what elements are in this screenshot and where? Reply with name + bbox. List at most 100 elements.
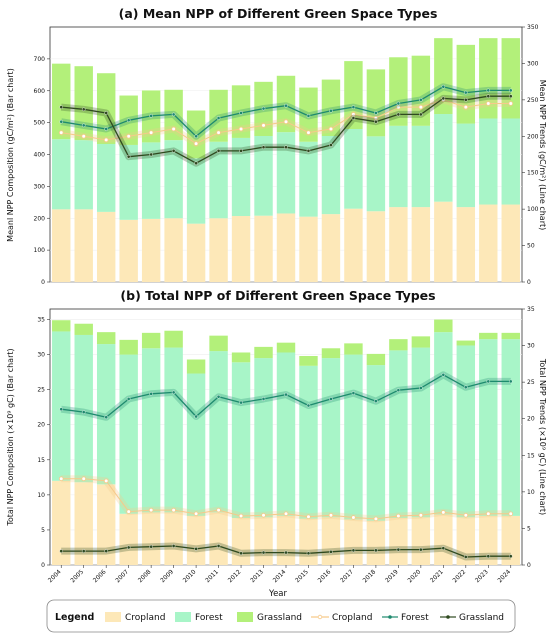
point-grassland: [239, 551, 243, 556]
bar-forest: [119, 354, 138, 514]
bar-grassland: [344, 343, 363, 355]
x-tick-label: 2020: [407, 568, 423, 584]
point-cropland: [126, 133, 131, 139]
bar-forest: [141, 142, 161, 219]
bar-forest: [74, 334, 93, 483]
point-grassland: [149, 152, 153, 157]
legend-label-cropland-line: Cropland: [332, 613, 372, 623]
bar-forest: [119, 144, 138, 220]
point-forest: [216, 394, 221, 399]
bar-grassland: [209, 335, 228, 352]
left-tick-label: 25: [37, 387, 45, 394]
point-grassland: [329, 550, 333, 554]
bar-cropland: [74, 209, 93, 282]
bar-grassland: [366, 353, 386, 366]
right-tick-label: 30: [527, 343, 535, 350]
bar-forest: [96, 143, 116, 212]
left-tick-label: 600: [34, 88, 46, 95]
right-tick-label: 50: [527, 243, 535, 250]
point-grassland: [306, 149, 311, 153]
panel-b-xlabel: Year: [268, 589, 288, 599]
point-forest: [351, 391, 356, 395]
left-tick-label: 5: [41, 527, 45, 534]
bar-cropland: [299, 216, 318, 282]
panel-a: (a) Mean NPP of Different Green Space Ty…: [6, 6, 547, 286]
point-cropland: [81, 133, 87, 139]
bar-grassland: [434, 38, 453, 115]
bar-forest: [276, 132, 296, 214]
bar-cropland: [479, 515, 498, 565]
point-forest: [239, 111, 243, 115]
point-grassland: [351, 116, 356, 120]
bar-cropland: [276, 213, 296, 282]
legend-swatch-grassland-bar: [237, 612, 253, 622]
bar-forest: [344, 129, 363, 209]
point-forest: [508, 88, 513, 93]
point-cropland: [418, 512, 424, 518]
legend-marker-grassland: [446, 615, 450, 619]
bar-grassland: [74, 66, 93, 141]
bar-grassland: [52, 320, 71, 332]
x-tick-label: 2005: [69, 568, 85, 584]
point-forest: [194, 134, 198, 139]
bar-grassland: [231, 352, 251, 363]
x-tick-label: 2011: [204, 568, 220, 584]
bar-cropland: [209, 218, 228, 282]
point-cropland: [171, 126, 176, 132]
bar-forest: [321, 136, 341, 215]
point-cropland: [193, 141, 199, 146]
x-tick-label: 2006: [92, 568, 108, 584]
bar-forest: [479, 339, 498, 516]
bar-forest: [164, 347, 183, 513]
point-grassland: [81, 107, 86, 112]
bar-grassland: [344, 61, 363, 130]
point-grassland: [194, 547, 198, 551]
bar-cropland: [501, 204, 520, 282]
panel-a-bars: [52, 38, 520, 282]
bar-cropland: [254, 517, 273, 565]
point-cropland: [283, 511, 289, 517]
point-grassland: [216, 149, 221, 153]
bar-cropland: [186, 515, 206, 565]
legend-label-forest-bar: Forest: [195, 613, 223, 623]
bar-grassland: [74, 323, 93, 335]
panel-a-right-ylabel: Mean NPP Trends (gC/m²) (Line chart): [538, 80, 547, 231]
point-forest: [149, 392, 153, 396]
left-tick-label: 0: [41, 562, 45, 569]
right-tick-label: 35: [527, 306, 535, 313]
bar-cropland: [52, 209, 71, 282]
bar-forest: [209, 141, 228, 219]
point-grassland: [171, 149, 176, 153]
point-forest: [171, 112, 176, 117]
bar-forest: [276, 352, 296, 516]
right-tick-label: 25: [527, 379, 535, 386]
bar-grassland: [119, 339, 138, 355]
x-tick-label: 2019: [384, 568, 400, 584]
bar-forest: [299, 141, 318, 217]
point-grassland: [396, 547, 401, 552]
point-forest: [104, 415, 108, 420]
bar-cropland: [164, 512, 183, 565]
x-tick-label: 2017: [339, 568, 355, 584]
point-forest: [486, 379, 491, 384]
legend-box: [46, 599, 516, 633]
point-cropland: [508, 101, 514, 106]
point-grassland: [104, 111, 108, 115]
point-grassland: [239, 149, 243, 153]
point-forest: [261, 397, 266, 401]
bar-forest: [231, 362, 251, 519]
bar-grassland: [456, 340, 476, 346]
right-tick-label: 15: [527, 452, 535, 459]
legend-label-cropland-bar: Cropland: [125, 613, 165, 623]
point-grassland: [81, 549, 86, 553]
point-forest: [81, 410, 86, 414]
point-cropland: [485, 101, 491, 106]
point-forest: [126, 118, 131, 123]
x-tick-label: 2024: [496, 568, 512, 584]
point-forest: [396, 101, 401, 106]
point-cropland: [148, 130, 154, 135]
x-tick-label: 2007: [114, 568, 130, 584]
point-cropland: [171, 507, 176, 513]
bar-cropland: [96, 484, 116, 565]
point-forest: [419, 98, 423, 102]
